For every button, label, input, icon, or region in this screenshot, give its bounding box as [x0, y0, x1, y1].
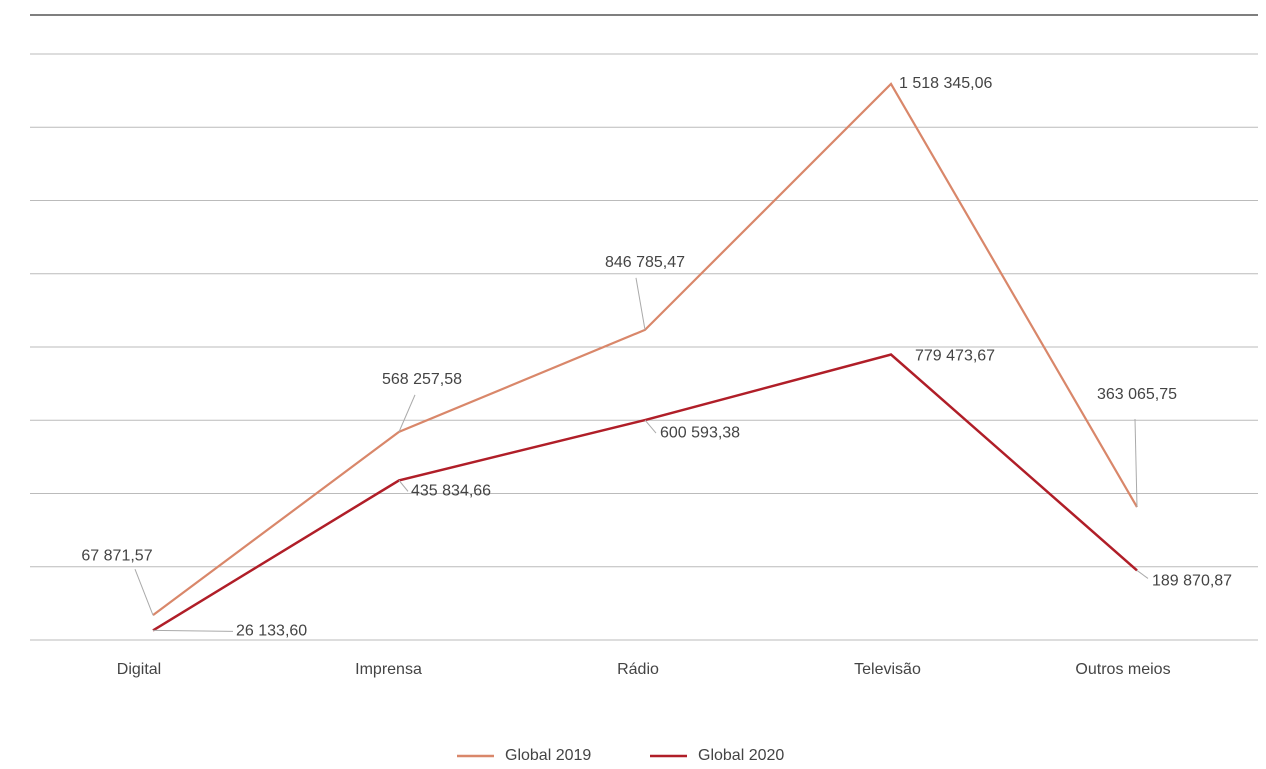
series-line [152, 82, 1138, 617]
x-tick-label: Outros meios [1075, 661, 1170, 678]
leader-line [644, 419, 657, 434]
leader-line [152, 629, 234, 632]
data-label: 1 518 345,06 [899, 75, 993, 92]
data-label: 779 473,67 [915, 348, 995, 365]
data-label: 67 871,57 [81, 547, 152, 564]
data-label: 846 785,47 [605, 254, 685, 271]
x-tick-label: Imprensa [355, 661, 422, 678]
leader-line [1134, 419, 1138, 508]
data-label: 363 065,75 [1097, 386, 1177, 403]
x-tick-label: Digital [117, 661, 161, 678]
x-tick-label: Televisão [854, 661, 921, 678]
leader-line [398, 394, 416, 433]
data-label: 26 133,60 [236, 623, 307, 640]
data-label: 568 257,58 [382, 371, 462, 388]
data-label: 600 593,38 [660, 424, 740, 441]
leader-line [398, 480, 409, 492]
x-tick-label: Rádio [617, 661, 659, 678]
leader-line [134, 568, 154, 616]
leader-line [635, 277, 646, 330]
legend-label: Global 2019 [505, 747, 591, 764]
leader-line [1136, 570, 1149, 579]
data-label: 189 870,87 [1152, 573, 1232, 590]
series-line [152, 353, 1138, 632]
legend-label: Global 2020 [698, 747, 784, 764]
data-label: 435 834,66 [411, 483, 491, 500]
